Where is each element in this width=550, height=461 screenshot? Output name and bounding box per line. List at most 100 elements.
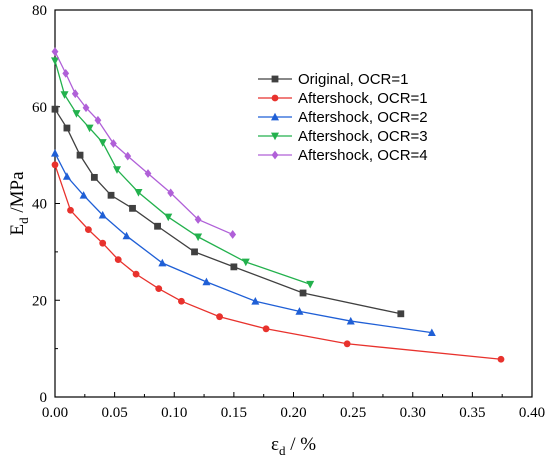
data-point — [94, 115, 102, 125]
data-point — [51, 105, 59, 113]
data-point — [129, 204, 136, 212]
y-axis-title: Ed /MPa — [7, 171, 31, 236]
data-point — [62, 172, 71, 180]
series-line — [54, 164, 502, 360]
legend-label: Aftershock, OCR=1 — [298, 90, 428, 107]
plot-frame — [54, 9, 533, 398]
series-1 — [51, 105, 405, 318]
legend-label: Aftershock, OCR=4 — [298, 147, 428, 164]
x-tick-label: 0.10 — [161, 405, 187, 421]
series-line — [54, 152, 432, 334]
data-point — [51, 47, 59, 57]
series-5 — [51, 47, 237, 239]
data-point — [194, 233, 203, 242]
data-point — [63, 124, 71, 132]
legend-marker — [271, 75, 279, 83]
x-tick-label: 0.35 — [459, 405, 485, 421]
data-point — [76, 151, 84, 159]
data-point — [343, 340, 351, 348]
x-tick-label: 0.15 — [221, 405, 247, 421]
legend-label: Aftershock, OCR=3 — [298, 128, 428, 145]
data-point — [51, 161, 59, 169]
data-point — [241, 258, 250, 267]
data-point — [85, 124, 94, 133]
data-point — [262, 325, 270, 333]
data-point — [154, 222, 161, 230]
series-layer — [51, 47, 505, 363]
legend-item: Aftershock, OCR=1 — [258, 90, 428, 107]
data-point — [202, 277, 211, 286]
x-tick-label: 0.25 — [340, 405, 366, 421]
data-point — [132, 270, 140, 278]
data-point — [67, 206, 74, 214]
data-point — [497, 355, 505, 363]
x-axis-title: εd / % — [271, 434, 316, 458]
x-tick-label: 0.30 — [400, 405, 426, 421]
y-tick-label: 40 — [32, 197, 47, 213]
data-point — [295, 307, 304, 315]
series-line — [54, 51, 233, 236]
legend-item: Aftershock, OCR=2 — [258, 109, 428, 126]
data-point — [79, 191, 88, 199]
data-point — [99, 239, 107, 247]
data-point — [110, 139, 117, 148]
data-point — [98, 210, 107, 219]
y-axis-title-main: E — [7, 224, 28, 236]
legend-marker — [271, 94, 279, 102]
data-point — [62, 68, 70, 78]
data-point — [98, 139, 107, 147]
x-tick-label: 0.05 — [102, 405, 128, 421]
legend-marker — [271, 112, 279, 121]
data-point — [167, 188, 175, 198]
legend-item: Aftershock, OCR=3 — [258, 128, 428, 145]
data-point — [122, 231, 131, 240]
data-point — [71, 89, 79, 99]
data-point — [397, 310, 405, 318]
x-axis: 0.00 0.05 0.10 0.15 0.20 0.25 0.30 0.35 0.40 — [42, 392, 545, 421]
x-tick-label: 0.20 — [280, 405, 306, 421]
legend-item: Aftershock, OCR=4 — [258, 147, 428, 164]
legend-marker — [271, 150, 279, 160]
data-point — [191, 248, 198, 256]
data-point — [51, 57, 59, 65]
data-point — [178, 297, 185, 305]
data-point — [51, 148, 59, 157]
y-tick-label: 80 — [32, 3, 47, 19]
data-point — [113, 166, 122, 174]
legend-label: Aftershock, OCR=2 — [298, 109, 428, 126]
y-axis-title-rest: /MPa — [7, 171, 28, 217]
data-point — [155, 285, 163, 293]
data-point — [84, 226, 92, 234]
data-point — [230, 263, 238, 271]
x-axis-title-main: ε — [271, 434, 279, 455]
x-axis-title-rest: / % — [285, 434, 316, 455]
series-4 — [51, 57, 315, 289]
legend-label: Original, OCR=1 — [298, 71, 408, 88]
data-point — [158, 258, 167, 267]
y-tick-label: 0 — [40, 390, 48, 406]
plot-area: 0.00 0.05 0.10 0.15 0.20 0.25 0.30 0.35 0.40 0 20… — [32, 3, 545, 421]
data-point — [427, 328, 436, 337]
data-point — [72, 110, 81, 118]
data-point — [144, 169, 152, 178]
y-axis-title-sub: d — [16, 217, 31, 224]
data-point — [114, 256, 122, 264]
data-point — [346, 316, 355, 325]
x-tick-label: 0.00 — [42, 405, 68, 421]
data-point — [251, 297, 260, 305]
y-axis: 0 20 40 60 80 — [32, 3, 60, 406]
data-point — [90, 173, 98, 181]
x-tick-label: 0.40 — [519, 405, 545, 421]
data-point — [107, 191, 115, 199]
legend: Original, OCR=1 Aftershock, OCR=1 Aftersho… — [258, 71, 428, 164]
data-point — [134, 188, 143, 197]
data-point — [299, 289, 307, 297]
data-point — [82, 103, 90, 113]
legend-marker — [271, 132, 279, 141]
y-tick-label: 60 — [32, 100, 47, 116]
y-tick-label: 20 — [32, 293, 47, 309]
series-3 — [51, 148, 436, 337]
data-point — [306, 280, 315, 289]
series-2 — [51, 161, 505, 363]
